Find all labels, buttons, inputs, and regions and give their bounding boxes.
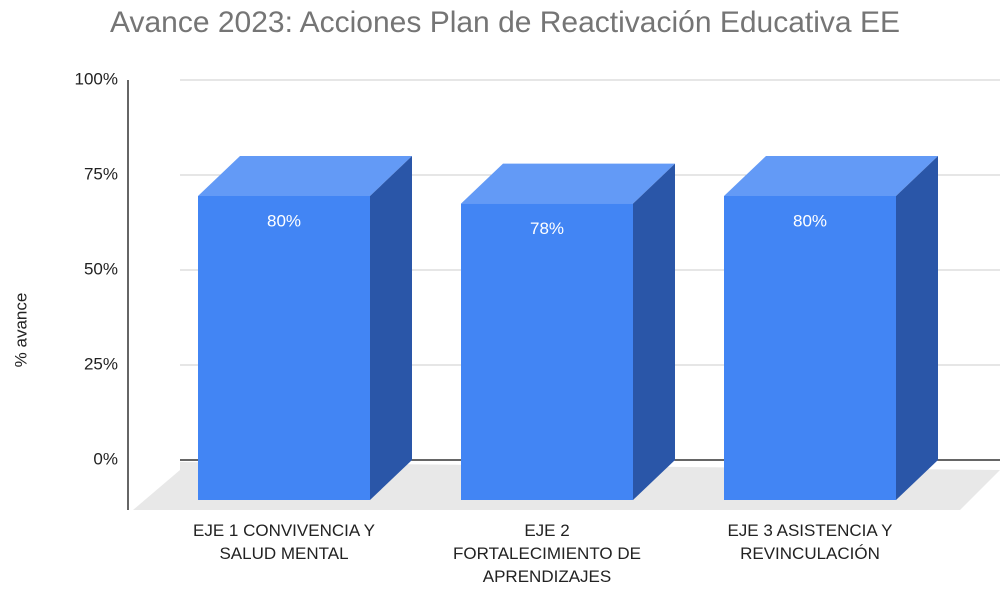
chart-title: Avance 2023: Acciones Plan de Reactivaci… xyxy=(110,6,900,39)
bar xyxy=(724,156,938,500)
y-tick-label: 50% xyxy=(84,259,118,278)
y-tick-label: 75% xyxy=(84,164,118,183)
bar-front xyxy=(461,203,633,500)
y-tick-label: 0% xyxy=(93,449,118,468)
bar-top xyxy=(724,156,938,196)
x-tick-label: EJE 2 FORTALECIMIENTO DE APRENDIZAJES xyxy=(453,521,641,586)
bar-front xyxy=(724,196,896,500)
y-axis-label: % avance xyxy=(11,293,30,368)
value-label: 78% xyxy=(530,219,564,238)
bar xyxy=(461,163,675,500)
x-tick-label: EJE 3 ASISTENCIA Y REVINCULACIÓN xyxy=(727,521,892,563)
y-tick-label: 25% xyxy=(84,354,118,373)
value-label: 80% xyxy=(267,211,301,230)
bar-side xyxy=(370,156,412,500)
bar-front xyxy=(198,196,370,500)
y-tick-label: 100% xyxy=(75,69,118,88)
bar-top xyxy=(461,163,675,204)
value-label: 80% xyxy=(793,211,827,230)
bar xyxy=(198,156,412,500)
x-tick-label: EJE 1 CONVIVENCIA Y SALUD MENTAL xyxy=(193,521,375,563)
bar-side xyxy=(896,156,938,500)
bar-side xyxy=(633,163,675,500)
bar-top xyxy=(198,156,412,196)
